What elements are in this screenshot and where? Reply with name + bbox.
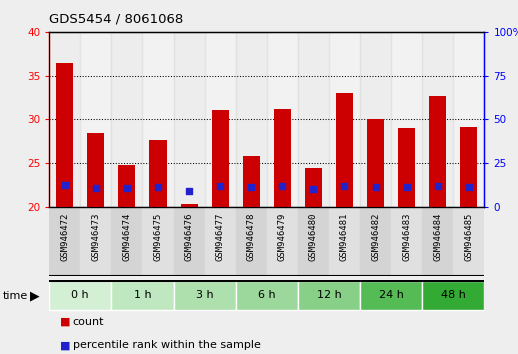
FancyBboxPatch shape: [422, 281, 484, 310]
Text: 0 h: 0 h: [71, 290, 89, 300]
Bar: [205, 32, 236, 207]
Point: [434, 183, 442, 189]
Bar: [391, 207, 422, 276]
Bar: [422, 32, 453, 207]
Bar: [150, 139, 167, 207]
Text: GSM946483: GSM946483: [402, 213, 411, 261]
Bar: [236, 32, 267, 207]
Text: ■: ■: [60, 317, 70, 327]
Point: [154, 184, 162, 190]
Bar: [422, 207, 453, 276]
Bar: [181, 205, 198, 207]
Bar: [174, 32, 205, 207]
FancyBboxPatch shape: [111, 281, 174, 310]
Text: 12 h: 12 h: [316, 290, 341, 300]
Bar: [56, 63, 74, 207]
Bar: [267, 207, 298, 276]
Text: GSM946472: GSM946472: [60, 213, 69, 261]
Text: GSM946484: GSM946484: [433, 213, 442, 261]
Point: [278, 183, 286, 189]
Text: GDS5454 / 8061068: GDS5454 / 8061068: [49, 12, 183, 25]
FancyBboxPatch shape: [236, 281, 298, 310]
Point: [61, 182, 69, 188]
Bar: [174, 207, 205, 276]
Bar: [429, 96, 447, 207]
Point: [216, 183, 224, 189]
Bar: [398, 128, 415, 207]
Text: GSM946482: GSM946482: [371, 213, 380, 261]
Bar: [49, 207, 80, 276]
Text: 24 h: 24 h: [379, 290, 404, 300]
Text: GSM946477: GSM946477: [215, 213, 225, 261]
Point: [465, 184, 473, 190]
Text: GSM946480: GSM946480: [309, 213, 318, 261]
Point: [247, 184, 255, 190]
Bar: [80, 32, 111, 207]
Point: [185, 188, 193, 194]
Bar: [111, 207, 142, 276]
Point: [123, 185, 131, 191]
Bar: [453, 32, 484, 207]
Text: count: count: [73, 317, 104, 327]
Bar: [142, 207, 174, 276]
Text: GSM946481: GSM946481: [340, 213, 349, 261]
Bar: [87, 133, 105, 207]
Point: [92, 185, 100, 191]
Text: GSM946485: GSM946485: [464, 213, 473, 261]
Bar: [453, 207, 484, 276]
Bar: [212, 110, 229, 207]
Bar: [274, 109, 291, 207]
Text: ▶: ▶: [30, 289, 40, 302]
Bar: [360, 207, 391, 276]
Text: 3 h: 3 h: [196, 290, 213, 300]
Bar: [267, 32, 298, 207]
Bar: [242, 156, 260, 207]
Bar: [236, 207, 267, 276]
Bar: [205, 207, 236, 276]
FancyBboxPatch shape: [298, 281, 360, 310]
FancyBboxPatch shape: [49, 281, 111, 310]
Text: GSM946476: GSM946476: [184, 213, 194, 261]
Text: 1 h: 1 h: [134, 290, 151, 300]
FancyBboxPatch shape: [174, 281, 236, 310]
Bar: [329, 32, 360, 207]
Bar: [461, 127, 478, 207]
Bar: [119, 165, 136, 207]
Bar: [298, 207, 329, 276]
Text: GSM946474: GSM946474: [122, 213, 132, 261]
Point: [340, 183, 349, 189]
Bar: [336, 93, 353, 207]
Text: GSM946475: GSM946475: [153, 213, 163, 261]
FancyBboxPatch shape: [360, 281, 422, 310]
Bar: [305, 168, 322, 207]
Bar: [367, 119, 384, 207]
Point: [402, 184, 411, 190]
Bar: [49, 32, 80, 207]
Text: 48 h: 48 h: [441, 290, 466, 300]
Text: time: time: [3, 291, 28, 301]
Text: ■: ■: [60, 340, 70, 350]
Text: GSM946478: GSM946478: [247, 213, 256, 261]
Bar: [329, 207, 360, 276]
Bar: [142, 32, 174, 207]
Text: GSM946479: GSM946479: [278, 213, 287, 261]
Point: [309, 186, 318, 192]
Bar: [360, 32, 391, 207]
Text: percentile rank within the sample: percentile rank within the sample: [73, 340, 261, 350]
Point: [371, 184, 380, 190]
Text: GSM946473: GSM946473: [91, 213, 100, 261]
Bar: [80, 207, 111, 276]
Bar: [391, 32, 422, 207]
Text: 6 h: 6 h: [258, 290, 276, 300]
Bar: [111, 32, 142, 207]
Bar: [298, 32, 329, 207]
